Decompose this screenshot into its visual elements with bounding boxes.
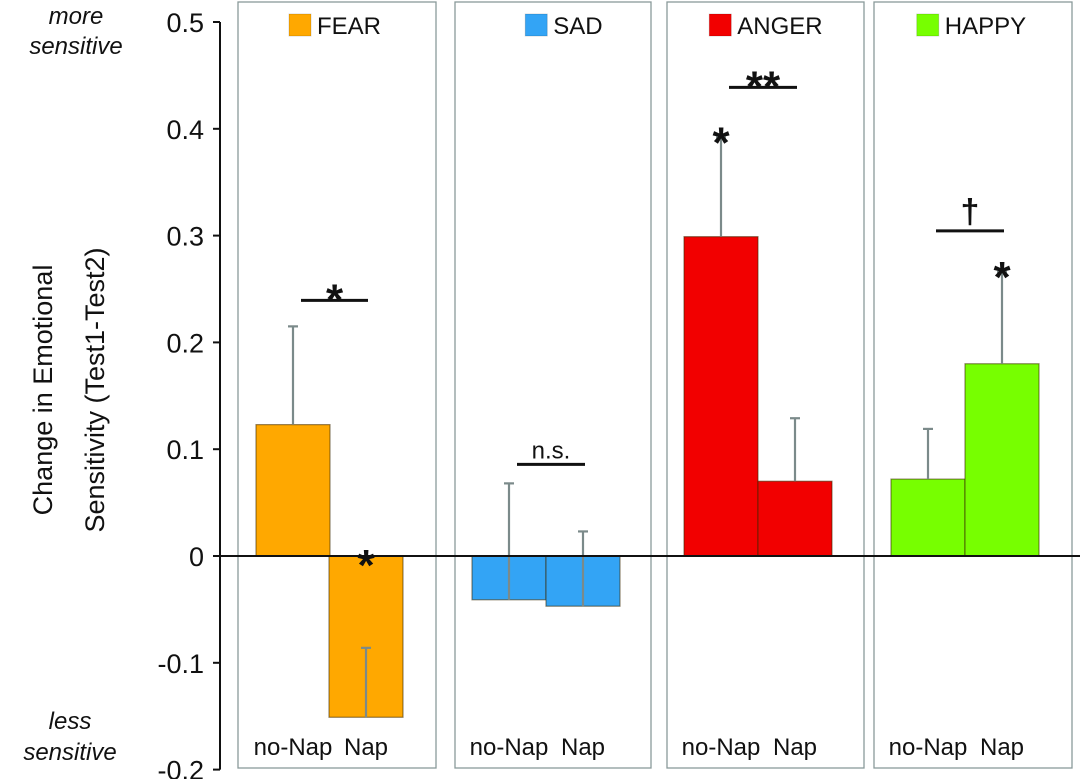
condition-label: no-Nap [470,734,549,761]
legend-label-sad: SAD [553,13,602,40]
bar-anger-no-nap [683,236,759,557]
y-tick-label: -0.2 [157,756,204,779]
panel-frame [454,1,652,769]
y-tick-label: 0 [189,542,204,572]
sensitive-bottom-label: sensitive [23,739,116,766]
condition-label: no-Nap [682,734,761,761]
y-tick-label: 0.3 [166,222,204,252]
y-tick-label: 0.4 [166,115,204,145]
panel-sad: SAD no-Nap Nap n.s. [454,1,652,769]
side-annotations: more sensitive less sensitive [23,3,122,766]
panel-frame [666,1,865,769]
bar-happy-no-nap [890,478,966,557]
legend-swatch-happy [916,13,940,37]
y-axis-title-line-1: Change in Emotional [28,265,58,516]
less-label: less [49,708,92,735]
condition-label: no-Nap [254,734,333,761]
legend-label-happy: HAPPY [945,13,1026,40]
y-axis: 0.5 0.4 0.3 0.2 0.1 0 -0.1 -0.2 [157,8,221,779]
significance-mark: * [993,253,1011,302]
y-axis-title: Change in Emotional Sensitivity (Test1-T… [28,247,110,532]
comparison-label: n.s. [532,437,571,464]
legend-label-anger: ANGER [737,13,822,40]
legend-swatch-fear [288,13,312,37]
bar-fear-no-nap [255,424,331,557]
bar-happy-nap [964,363,1040,557]
legend-swatch-sad [524,13,548,37]
more-label: more [49,3,104,30]
y-tick-label: -0.1 [157,649,204,679]
sensitive-top-label: sensitive [29,33,122,60]
condition-label: Nap [561,734,605,761]
panel-fear: FEAR no-Nap Nap * * [237,1,437,769]
condition-label: Nap [773,734,817,761]
bar-anger-nap [757,480,833,557]
condition-label: no-Nap [889,734,968,761]
condition-label: Nap [980,734,1024,761]
panel-frame [237,1,437,769]
condition-label: Nap [344,734,388,761]
legend-label-fear: FEAR [317,13,381,40]
significance-mark: * [712,118,730,167]
comparison-label: ** [746,62,781,111]
significance-mark: * [357,541,375,590]
y-axis-title-line-2: Sensitivity (Test1-Test2) [80,247,110,532]
y-tick-label: 0.5 [166,8,204,38]
legend-swatch-anger [708,13,732,37]
y-tick-label: 0.1 [166,435,204,465]
y-tick-label: 0.2 [166,328,204,358]
comparison-label: * [326,275,344,324]
panel-happy: HAPPY no-Nap Nap * † [873,1,1073,769]
panel-anger: ANGER no-Nap * Nap ** [666,1,865,769]
comparison-label: † [961,193,980,231]
panel-frame [873,1,1073,769]
